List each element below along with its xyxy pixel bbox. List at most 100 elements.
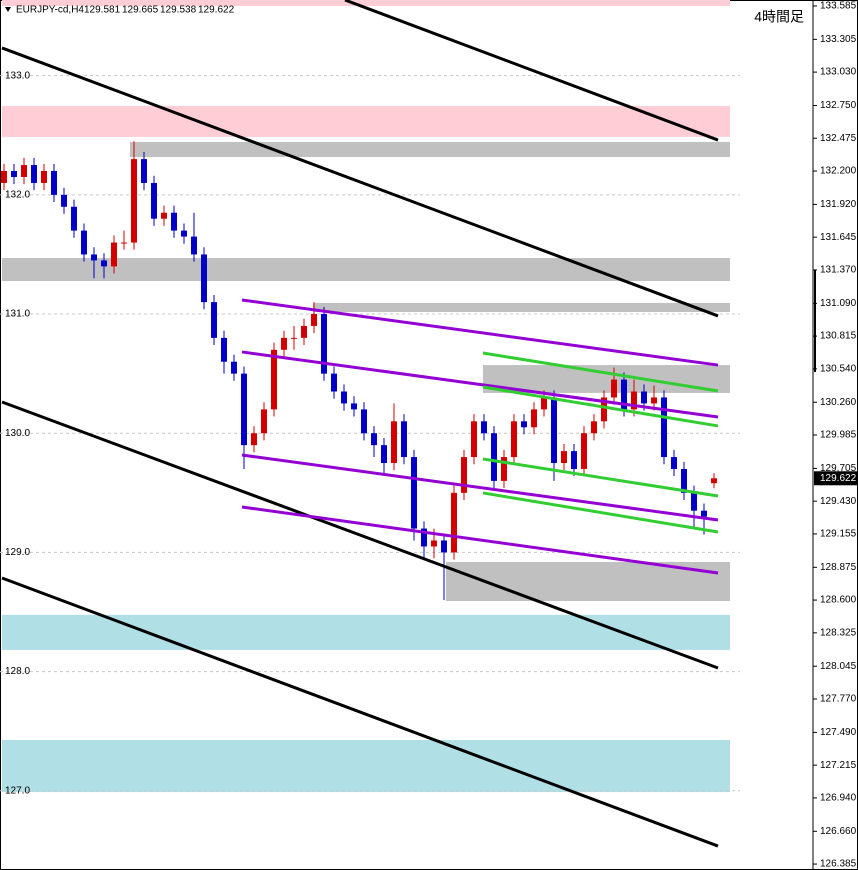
- candle-body: [491, 433, 497, 481]
- candle-body: [631, 391, 637, 410]
- y-tick-label: 128.325: [820, 627, 857, 638]
- candle-body: [271, 349, 277, 410]
- y-tick-label: 129.430: [820, 496, 857, 507]
- candle-body: [241, 373, 247, 446]
- candle-body: [521, 421, 527, 428]
- trendline: [241, 453, 719, 522]
- trendline: [344, 0, 719, 142]
- trendline: [482, 385, 719, 428]
- candle-body: [81, 230, 87, 255]
- grid-label: 131.0: [5, 309, 30, 320]
- candle-body: [131, 159, 137, 243]
- candle-body: [561, 451, 567, 464]
- candle-body: [441, 540, 447, 553]
- y-tick-label: 133.305: [820, 34, 857, 45]
- candle-body: [401, 421, 407, 458]
- candle-body: [341, 391, 347, 404]
- candle-body: [711, 478, 717, 484]
- zone: [313, 302, 730, 313]
- zone: [130, 141, 730, 157]
- candle-body: [201, 254, 207, 303]
- y-tick-label: 132.200: [820, 166, 857, 177]
- candle-body: [671, 457, 677, 469]
- candle-body: [1, 171, 7, 183]
- trendline: [482, 351, 719, 393]
- candle-body: [21, 165, 27, 177]
- candle-body: [151, 182, 157, 219]
- candle-body: [51, 171, 57, 195]
- candle-body: [591, 421, 597, 434]
- candle-body: [421, 528, 427, 547]
- candle-body: [211, 302, 217, 338]
- trendline: [1, 46, 719, 318]
- candle-body: [381, 445, 387, 464]
- ohlc-open: 129.581: [84, 5, 121, 16]
- candle-body: [101, 260, 107, 267]
- trendline: [1, 576, 719, 848]
- candle-body: [621, 379, 627, 410]
- candle-body: [361, 409, 367, 434]
- candle-body: [571, 451, 577, 469]
- candle-body: [451, 492, 457, 553]
- trendline: [241, 298, 719, 367]
- candle-body: [601, 397, 607, 422]
- y-tick-label: 126.660: [820, 826, 857, 837]
- symbol: EURJPY-cd,H4: [16, 5, 84, 16]
- candle-body: [651, 397, 657, 404]
- ohlc-low: 129.538: [160, 5, 197, 16]
- y-tick-label: 131.090: [820, 298, 857, 309]
- candle-body: [581, 433, 587, 469]
- grid-label: 130.0: [5, 428, 30, 439]
- trendline: [241, 505, 719, 575]
- zone: [2, 258, 730, 282]
- grid-label: 127.0: [5, 785, 30, 796]
- trendline: [241, 350, 719, 419]
- scroll-marker: [814, 270, 816, 372]
- y-tick-label: 130.815: [820, 331, 857, 342]
- y-tick-label: 131.370: [820, 265, 857, 276]
- candle-body: [411, 457, 417, 529]
- y-tick-label: 127.770: [820, 694, 857, 705]
- candle-body: [181, 230, 187, 237]
- candle-body: [91, 254, 97, 261]
- candle-body: [231, 361, 237, 374]
- candle-body: [371, 433, 377, 446]
- candle-body: [461, 457, 467, 493]
- candle-body: [221, 337, 227, 362]
- y-tick-label: 133.030: [820, 67, 857, 78]
- candle-body: [281, 337, 287, 350]
- grid-label: 132.0: [5, 190, 30, 201]
- y-tick-label: 129.985: [820, 430, 857, 441]
- candle-body: [321, 314, 327, 374]
- candle-body: [191, 236, 197, 255]
- y-tick-label: 128.600: [820, 595, 857, 606]
- ohlc-high: 129.665: [122, 5, 159, 16]
- y-tick-label: 131.645: [820, 232, 857, 243]
- y-tick-label: 132.750: [820, 100, 857, 111]
- zone: [2, 105, 730, 137]
- ohlc-close: 129.622: [198, 5, 235, 16]
- candle-body: [541, 397, 547, 410]
- y-tick-label: 126.940: [820, 793, 857, 804]
- zone: [2, 614, 730, 650]
- candle-body: [611, 379, 617, 398]
- candle-body: [311, 314, 317, 326]
- y-tick-label: 127.215: [820, 760, 857, 771]
- y-tick-label: 128.875: [820, 562, 857, 573]
- candle-body: [121, 242, 127, 244]
- y-tick-label: 130.540: [820, 364, 857, 375]
- y-tick-label: 127.490: [820, 727, 857, 738]
- candle-body: [691, 492, 697, 511]
- candle-body: [301, 325, 307, 338]
- candle-body: [531, 409, 537, 428]
- candle-body: [471, 421, 477, 458]
- current-price-label: 129.622: [820, 473, 857, 484]
- candle-body: [61, 194, 67, 207]
- candle-body: [261, 409, 267, 434]
- candle-body: [31, 165, 37, 183]
- current-price-box: [814, 471, 857, 486]
- zone: [483, 365, 730, 393]
- menu-arrow[interactable]: [5, 7, 11, 12]
- candle-body: [501, 457, 507, 481]
